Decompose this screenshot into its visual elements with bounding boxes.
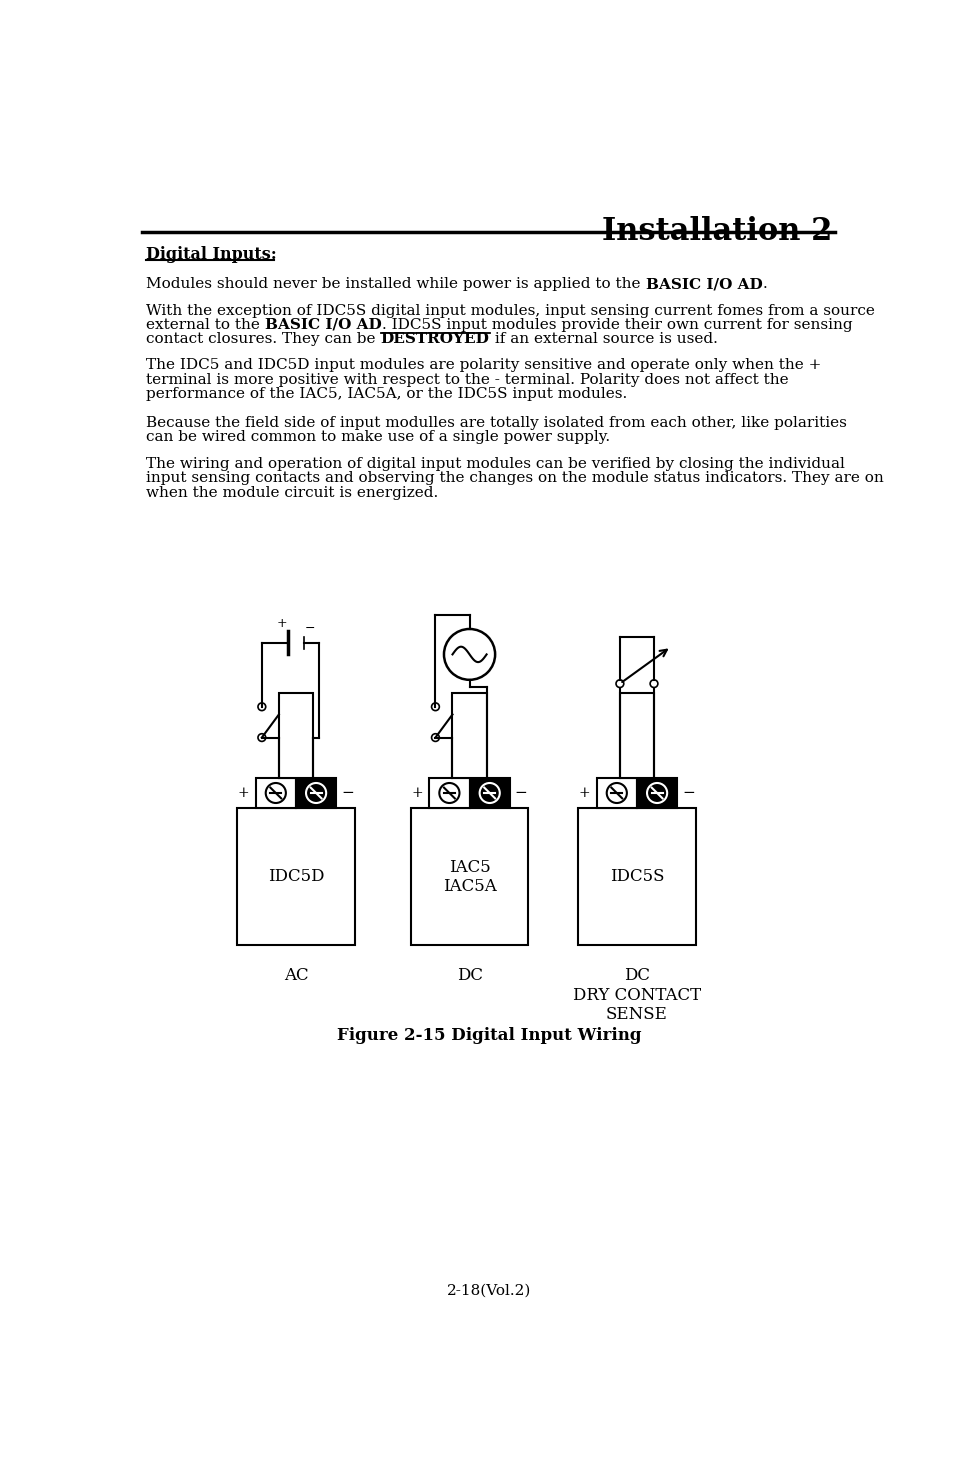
Bar [255, 777, 295, 808]
Text: performance of the IAC5, IAC5A, or the IDC5S input modules.: performance of the IAC5, IAC5A, or the I… [146, 388, 627, 401]
Text: −: − [340, 786, 354, 799]
Circle shape [606, 783, 626, 802]
Circle shape [646, 783, 666, 802]
Circle shape [266, 783, 286, 802]
Circle shape [649, 680, 658, 687]
Text: The IDC5 and IDC5D input modules are polarity sensitive and operate only when th: The IDC5 and IDC5D input modules are pol… [146, 358, 821, 372]
Text: IDC5S: IDC5S [609, 869, 663, 885]
Circle shape [616, 680, 623, 687]
Text: Modules should never be installed while power is applied to the: Modules should never be installed while … [146, 277, 645, 291]
Circle shape [257, 733, 266, 742]
Circle shape [306, 783, 326, 802]
Bar [596, 777, 637, 808]
Bar [578, 808, 695, 945]
Bar [637, 777, 677, 808]
Text: −: − [514, 786, 527, 799]
Text: DC: DC [456, 968, 482, 984]
Text: With the exception of IDC5S digital input modules, input sensing current fomes f: With the exception of IDC5S digital inpu… [146, 304, 874, 319]
Circle shape [431, 733, 439, 742]
Text: contact closures. They can be: contact closures. They can be [146, 332, 380, 345]
Bar [452, 693, 486, 777]
Circle shape [431, 704, 439, 711]
Text: DC
DRY CONTACT
SENSE: DC DRY CONTACT SENSE [573, 968, 700, 1024]
Text: +: + [578, 786, 590, 799]
Text: +: + [237, 786, 249, 799]
Text: . IDC5S input modules provide their own current for sensing: . IDC5S input modules provide their own … [381, 319, 852, 332]
Text: Digital Inputs:: Digital Inputs: [146, 246, 276, 264]
Text: BASIC I/O AD: BASIC I/O AD [645, 277, 761, 291]
Bar [236, 808, 355, 945]
Text: Figure 2-15 Digital Input Wiring: Figure 2-15 Digital Input Wiring [336, 1027, 640, 1044]
Bar [295, 777, 335, 808]
Bar [469, 777, 509, 808]
Bar [429, 777, 469, 808]
Text: The wiring and operation of digital input modules can be verified by closing the: The wiring and operation of digital inpu… [146, 456, 844, 471]
Text: +: + [411, 786, 422, 799]
Bar [278, 693, 313, 777]
Text: AC: AC [283, 968, 308, 984]
Text: −: − [304, 622, 314, 636]
Text: Installation 2: Installation 2 [601, 215, 831, 246]
Text: +: + [276, 617, 287, 630]
Circle shape [257, 704, 266, 711]
Text: Because the field side of input modulles are totally isolated from each other, l: Because the field side of input modulles… [146, 416, 846, 429]
Text: IDC5D: IDC5D [268, 869, 324, 885]
Text: 2-18(Vol.2): 2-18(Vol.2) [446, 1283, 531, 1298]
Text: external to the: external to the [146, 319, 265, 332]
Text: IAC5
IAC5A: IAC5 IAC5A [442, 858, 496, 895]
Text: if an external source is used.: if an external source is used. [489, 332, 717, 345]
Circle shape [443, 628, 495, 680]
Text: when the module circuit is energized.: when the module circuit is energized. [146, 485, 438, 500]
Text: BASIC I/O AD: BASIC I/O AD [265, 319, 381, 332]
Circle shape [479, 783, 499, 802]
Text: input sensing contacts and observing the changes on the module status indicators: input sensing contacts and observing the… [146, 471, 883, 485]
Text: DESTROYED: DESTROYED [380, 332, 489, 345]
Circle shape [439, 783, 459, 802]
Text: can be wired common to make use of a single power supply.: can be wired common to make use of a sin… [146, 431, 610, 444]
Bar [410, 808, 528, 945]
Text: terminal is more positive with respect to the - terminal. Polarity does not affe: terminal is more positive with respect t… [146, 373, 788, 386]
Text: −: − [681, 786, 694, 799]
Text: .: . [761, 277, 766, 291]
Bar [619, 693, 654, 777]
